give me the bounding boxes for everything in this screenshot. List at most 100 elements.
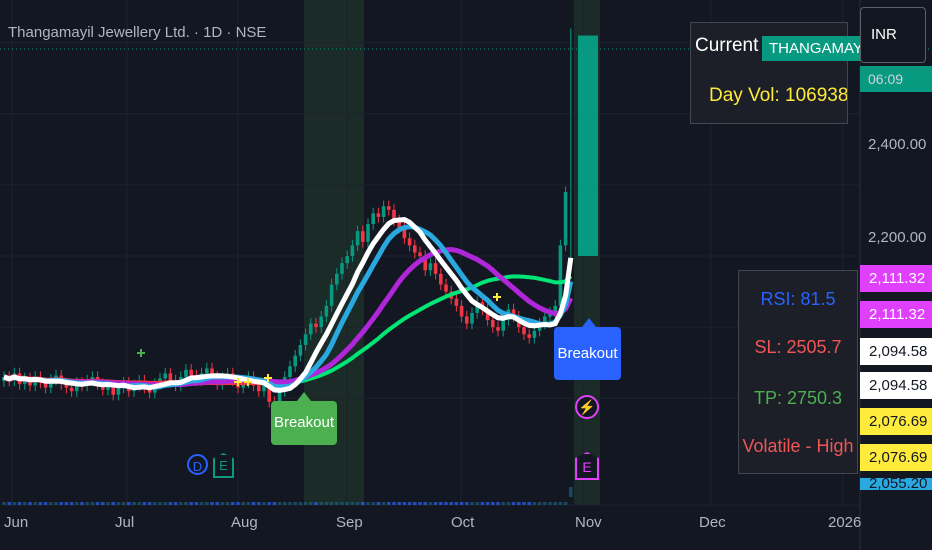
candle-body-88 <box>459 305 464 317</box>
volume-bar-34 <box>179 502 183 505</box>
take-profit-label: TP: 2750.3 <box>753 388 843 408</box>
candle-body-95 <box>496 327 500 331</box>
volume-bar-66 <box>345 502 349 505</box>
breakout-label-right: Breakout <box>554 318 621 380</box>
candle-body-36 <box>189 369 193 376</box>
volume-bar-70 <box>366 502 370 505</box>
volume-bar-5 <box>28 502 32 505</box>
volume-bar-39 <box>205 502 209 505</box>
volume-bar-106 <box>553 502 557 505</box>
volume-bar-65 <box>340 502 344 505</box>
volume-bar-2 <box>12 502 17 505</box>
earnings-marker-icon[interactable]: E <box>213 453 234 478</box>
volume-bar-17 <box>90 502 95 505</box>
volume-bar-22 <box>116 502 121 505</box>
volume-bar-42 <box>220 502 225 505</box>
x-tick-2026: 2026 <box>828 514 862 531</box>
breakout-label-left: Breakout <box>271 392 337 445</box>
flash-event-icon[interactable]: ⚡ <box>575 395 599 419</box>
volume-bar-10 <box>54 502 58 505</box>
candle-body-101 <box>527 334 531 338</box>
candle-body-65 <box>340 263 344 274</box>
candle-body-79 <box>413 245 417 253</box>
volume-bar-98 <box>511 502 516 505</box>
volume-bar-45 <box>236 502 240 505</box>
symbol-tag: THANGAMAYL <box>762 36 879 61</box>
candle-body-66 <box>345 256 349 264</box>
candle-body-94 <box>491 320 495 328</box>
volume-bar-44 <box>231 502 235 505</box>
volume-bar-41 <box>215 502 219 505</box>
currency-button[interactable]: INR <box>860 7 926 63</box>
volume-bar-47 <box>246 502 251 505</box>
candle-body-22 <box>116 387 121 395</box>
candle-body-109 <box>578 35 598 257</box>
chart-title: Thangamayil Jewellery Ltd. · 1D · NSE <box>8 24 267 41</box>
volume-bar-62 <box>324 502 329 505</box>
x-tick-aug: Aug <box>231 514 258 531</box>
cross-markers <box>137 293 501 386</box>
volume-bar-93 <box>485 502 490 505</box>
volume-bar-36 <box>189 502 193 505</box>
candle-body-72 <box>376 213 381 217</box>
candle-body-106 <box>553 305 557 313</box>
candle-body-76 <box>397 220 401 228</box>
volume-bar-101 <box>527 502 531 505</box>
volume-bar-49 <box>257 502 261 505</box>
volume-bar-16 <box>85 502 89 505</box>
volume-bar-32 <box>168 502 173 505</box>
candle-body-67 <box>350 245 355 257</box>
volume-bar-35 <box>184 502 188 505</box>
volume-bar-4 <box>23 502 27 505</box>
volume-bar-107 <box>558 502 563 505</box>
volume-bar-15 <box>80 502 84 505</box>
x-tick-nov: Nov <box>575 514 602 531</box>
candle-body-77 <box>402 227 407 239</box>
volume-bar-75 <box>392 502 396 505</box>
candle-body-104 <box>543 316 547 324</box>
volume-bar-7 <box>38 502 43 505</box>
candle-body-75 <box>392 209 396 221</box>
volume-bars <box>2 487 573 505</box>
volume-bar-30 <box>158 502 162 505</box>
candle-body-53 <box>277 391 282 409</box>
candle-body-91 <box>475 302 479 313</box>
candle-body-57 <box>298 344 303 356</box>
volume-bar-61 <box>319 502 323 505</box>
earnings-marker-icon-2[interactable]: E <box>575 452 599 480</box>
volume-bar-24 <box>127 502 131 505</box>
price-tag-purple-1: 2,111.32 <box>860 265 932 292</box>
price-tag-purple-2: 2,111.32 <box>860 301 932 328</box>
price-tag-yellow-2: 2,076.69 <box>860 444 932 471</box>
volume-bar-8 <box>43 502 48 505</box>
dividend-marker-icon[interactable]: D <box>187 454 208 475</box>
x-tick-oct: Oct <box>451 514 475 531</box>
volume-bar-13 <box>69 502 74 505</box>
volume-bar-86 <box>449 502 453 505</box>
currency-label: INR <box>871 26 897 43</box>
price-tag-blue: 2,055.20 <box>860 478 932 490</box>
volume-bar-43 <box>225 502 230 505</box>
candle-body-73 <box>381 206 386 217</box>
volume-bar-27 <box>142 502 147 505</box>
volume-bar-69 <box>361 502 365 505</box>
volume-bar-56 <box>293 502 297 505</box>
volume-bar-99 <box>517 502 521 505</box>
volume-bar-14 <box>75 502 79 505</box>
volume-bar-38 <box>199 502 204 505</box>
candle-body-62 <box>324 305 329 317</box>
volume-bar-88 <box>459 502 464 505</box>
volume-bar-97 <box>506 502 511 505</box>
volume-bar-71 <box>371 502 375 505</box>
price-tag-yellow-1: 2,076.69 <box>860 408 932 435</box>
candle-body-74 <box>387 206 391 210</box>
volume-bar-48 <box>251 502 256 505</box>
volume-bar-91 <box>475 502 479 505</box>
volume-bar-63 <box>329 502 334 505</box>
volume-bar-19 <box>101 502 105 505</box>
volume-bar-85 <box>444 502 448 505</box>
price-tag-white-2: 2,094.58 <box>860 372 932 399</box>
volume-bar-72 <box>376 502 381 505</box>
candle-body-63 <box>329 284 334 306</box>
volume-bar-9 <box>49 502 53 505</box>
